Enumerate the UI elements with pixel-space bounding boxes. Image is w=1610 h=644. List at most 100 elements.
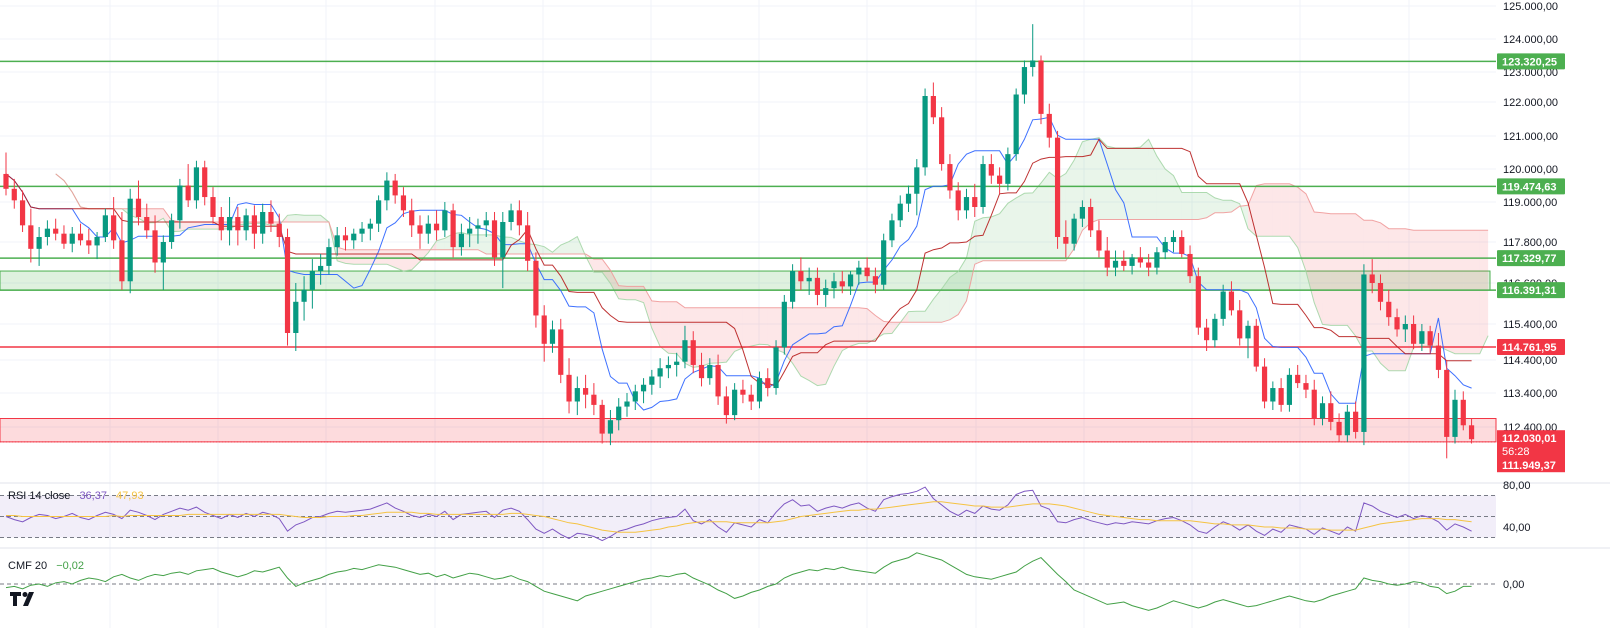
tradingview-logo[interactable] bbox=[10, 592, 40, 606]
candle-body bbox=[914, 167, 920, 194]
candle-body bbox=[169, 220, 175, 242]
candle-body bbox=[773, 347, 779, 389]
candle-body bbox=[1063, 237, 1069, 244]
cloud-segment bbox=[701, 307, 710, 367]
candle-body bbox=[1452, 399, 1458, 437]
candle bbox=[193, 160, 200, 209]
price-tick-label: 124.000,00 bbox=[1503, 34, 1558, 46]
candle-body bbox=[1179, 237, 1185, 254]
candle bbox=[1137, 247, 1143, 268]
cloud-segment bbox=[469, 234, 478, 250]
candle bbox=[1295, 364, 1301, 389]
candle-body bbox=[607, 420, 614, 434]
candle-body bbox=[624, 401, 630, 407]
candle-body bbox=[566, 374, 572, 402]
candle bbox=[1394, 308, 1400, 337]
cloud-segment bbox=[1463, 230, 1472, 354]
level-price-label: 123.320,25 bbox=[1502, 56, 1557, 68]
candle-body bbox=[665, 364, 671, 369]
cloud-segment bbox=[569, 236, 578, 254]
cmf-line bbox=[5, 552, 1472, 611]
candle bbox=[715, 354, 721, 405]
cloud-segment bbox=[651, 300, 661, 347]
candle-body bbox=[649, 376, 655, 385]
candle bbox=[1195, 267, 1201, 335]
candle bbox=[77, 223, 84, 246]
candle bbox=[226, 197, 233, 246]
candle bbox=[1228, 281, 1235, 316]
candle-body bbox=[814, 277, 821, 295]
candle bbox=[1411, 315, 1417, 350]
candle-body bbox=[525, 225, 531, 261]
price-tick-label: 114.400,00 bbox=[1503, 355, 1557, 367]
candle-body bbox=[1295, 374, 1301, 384]
candle-body bbox=[1220, 291, 1226, 319]
candle bbox=[690, 331, 696, 374]
candle-body bbox=[1079, 207, 1085, 219]
cloud-segment bbox=[825, 307, 834, 385]
candle-body bbox=[1204, 327, 1210, 341]
candle bbox=[674, 352, 680, 377]
candle-body bbox=[756, 378, 763, 402]
candle-body bbox=[1162, 242, 1168, 253]
candle bbox=[649, 369, 655, 395]
candle-body bbox=[1394, 317, 1400, 330]
countdown-label: 56:28 bbox=[1502, 446, 1530, 458]
candle bbox=[1054, 130, 1061, 249]
cloud-segment bbox=[287, 214, 296, 222]
cloud-segment bbox=[295, 214, 305, 222]
candle-body bbox=[1005, 154, 1011, 184]
candle-body bbox=[1237, 310, 1243, 339]
candle bbox=[1328, 391, 1334, 431]
candle-body bbox=[86, 240, 92, 246]
candle-body bbox=[268, 212, 274, 224]
candle-body bbox=[309, 271, 315, 290]
cloud-segment bbox=[1446, 230, 1455, 354]
candle-body bbox=[251, 215, 257, 234]
rsi-line bbox=[5, 486, 1472, 542]
candle bbox=[1187, 245, 1193, 283]
candle bbox=[119, 212, 125, 290]
candle bbox=[260, 203, 266, 244]
candle bbox=[765, 368, 771, 397]
candle-body bbox=[847, 274, 854, 287]
candle-body bbox=[185, 185, 191, 201]
cloud-segment bbox=[1421, 230, 1431, 347]
candle bbox=[1386, 289, 1392, 326]
candle-body bbox=[69, 233, 75, 244]
candle-body bbox=[1038, 60, 1044, 114]
cloud-segment bbox=[867, 308, 876, 344]
level-price-label: 114.761,95 bbox=[1502, 342, 1556, 354]
candle-body bbox=[1212, 318, 1218, 341]
cloud-segment bbox=[1388, 228, 1398, 371]
cloud-segment bbox=[1181, 192, 1191, 220]
candle bbox=[1162, 237, 1168, 260]
candle bbox=[44, 220, 50, 246]
candle bbox=[334, 227, 340, 256]
candle-body bbox=[591, 394, 597, 405]
candle-body bbox=[1286, 374, 1292, 405]
candle-body bbox=[1353, 411, 1359, 432]
candle-body bbox=[44, 228, 50, 237]
candle-body bbox=[11, 188, 17, 201]
cloud-segment bbox=[883, 321, 892, 334]
candle-body bbox=[376, 200, 382, 224]
candle bbox=[86, 228, 92, 254]
cloud-segment bbox=[1016, 193, 1025, 261]
cloud-segment bbox=[983, 217, 992, 261]
candle-body bbox=[806, 277, 812, 282]
candle bbox=[185, 164, 191, 207]
candle bbox=[483, 212, 489, 237]
cloud-segment bbox=[627, 286, 636, 300]
candle bbox=[1369, 259, 1375, 294]
candle-body bbox=[77, 233, 84, 241]
candle bbox=[276, 213, 282, 248]
candle-body bbox=[856, 267, 862, 275]
candle-body bbox=[1013, 94, 1019, 155]
candle bbox=[351, 228, 357, 249]
cloud-segment bbox=[1098, 137, 1108, 220]
candle-body bbox=[334, 235, 340, 248]
cloud-segment bbox=[842, 307, 851, 351]
